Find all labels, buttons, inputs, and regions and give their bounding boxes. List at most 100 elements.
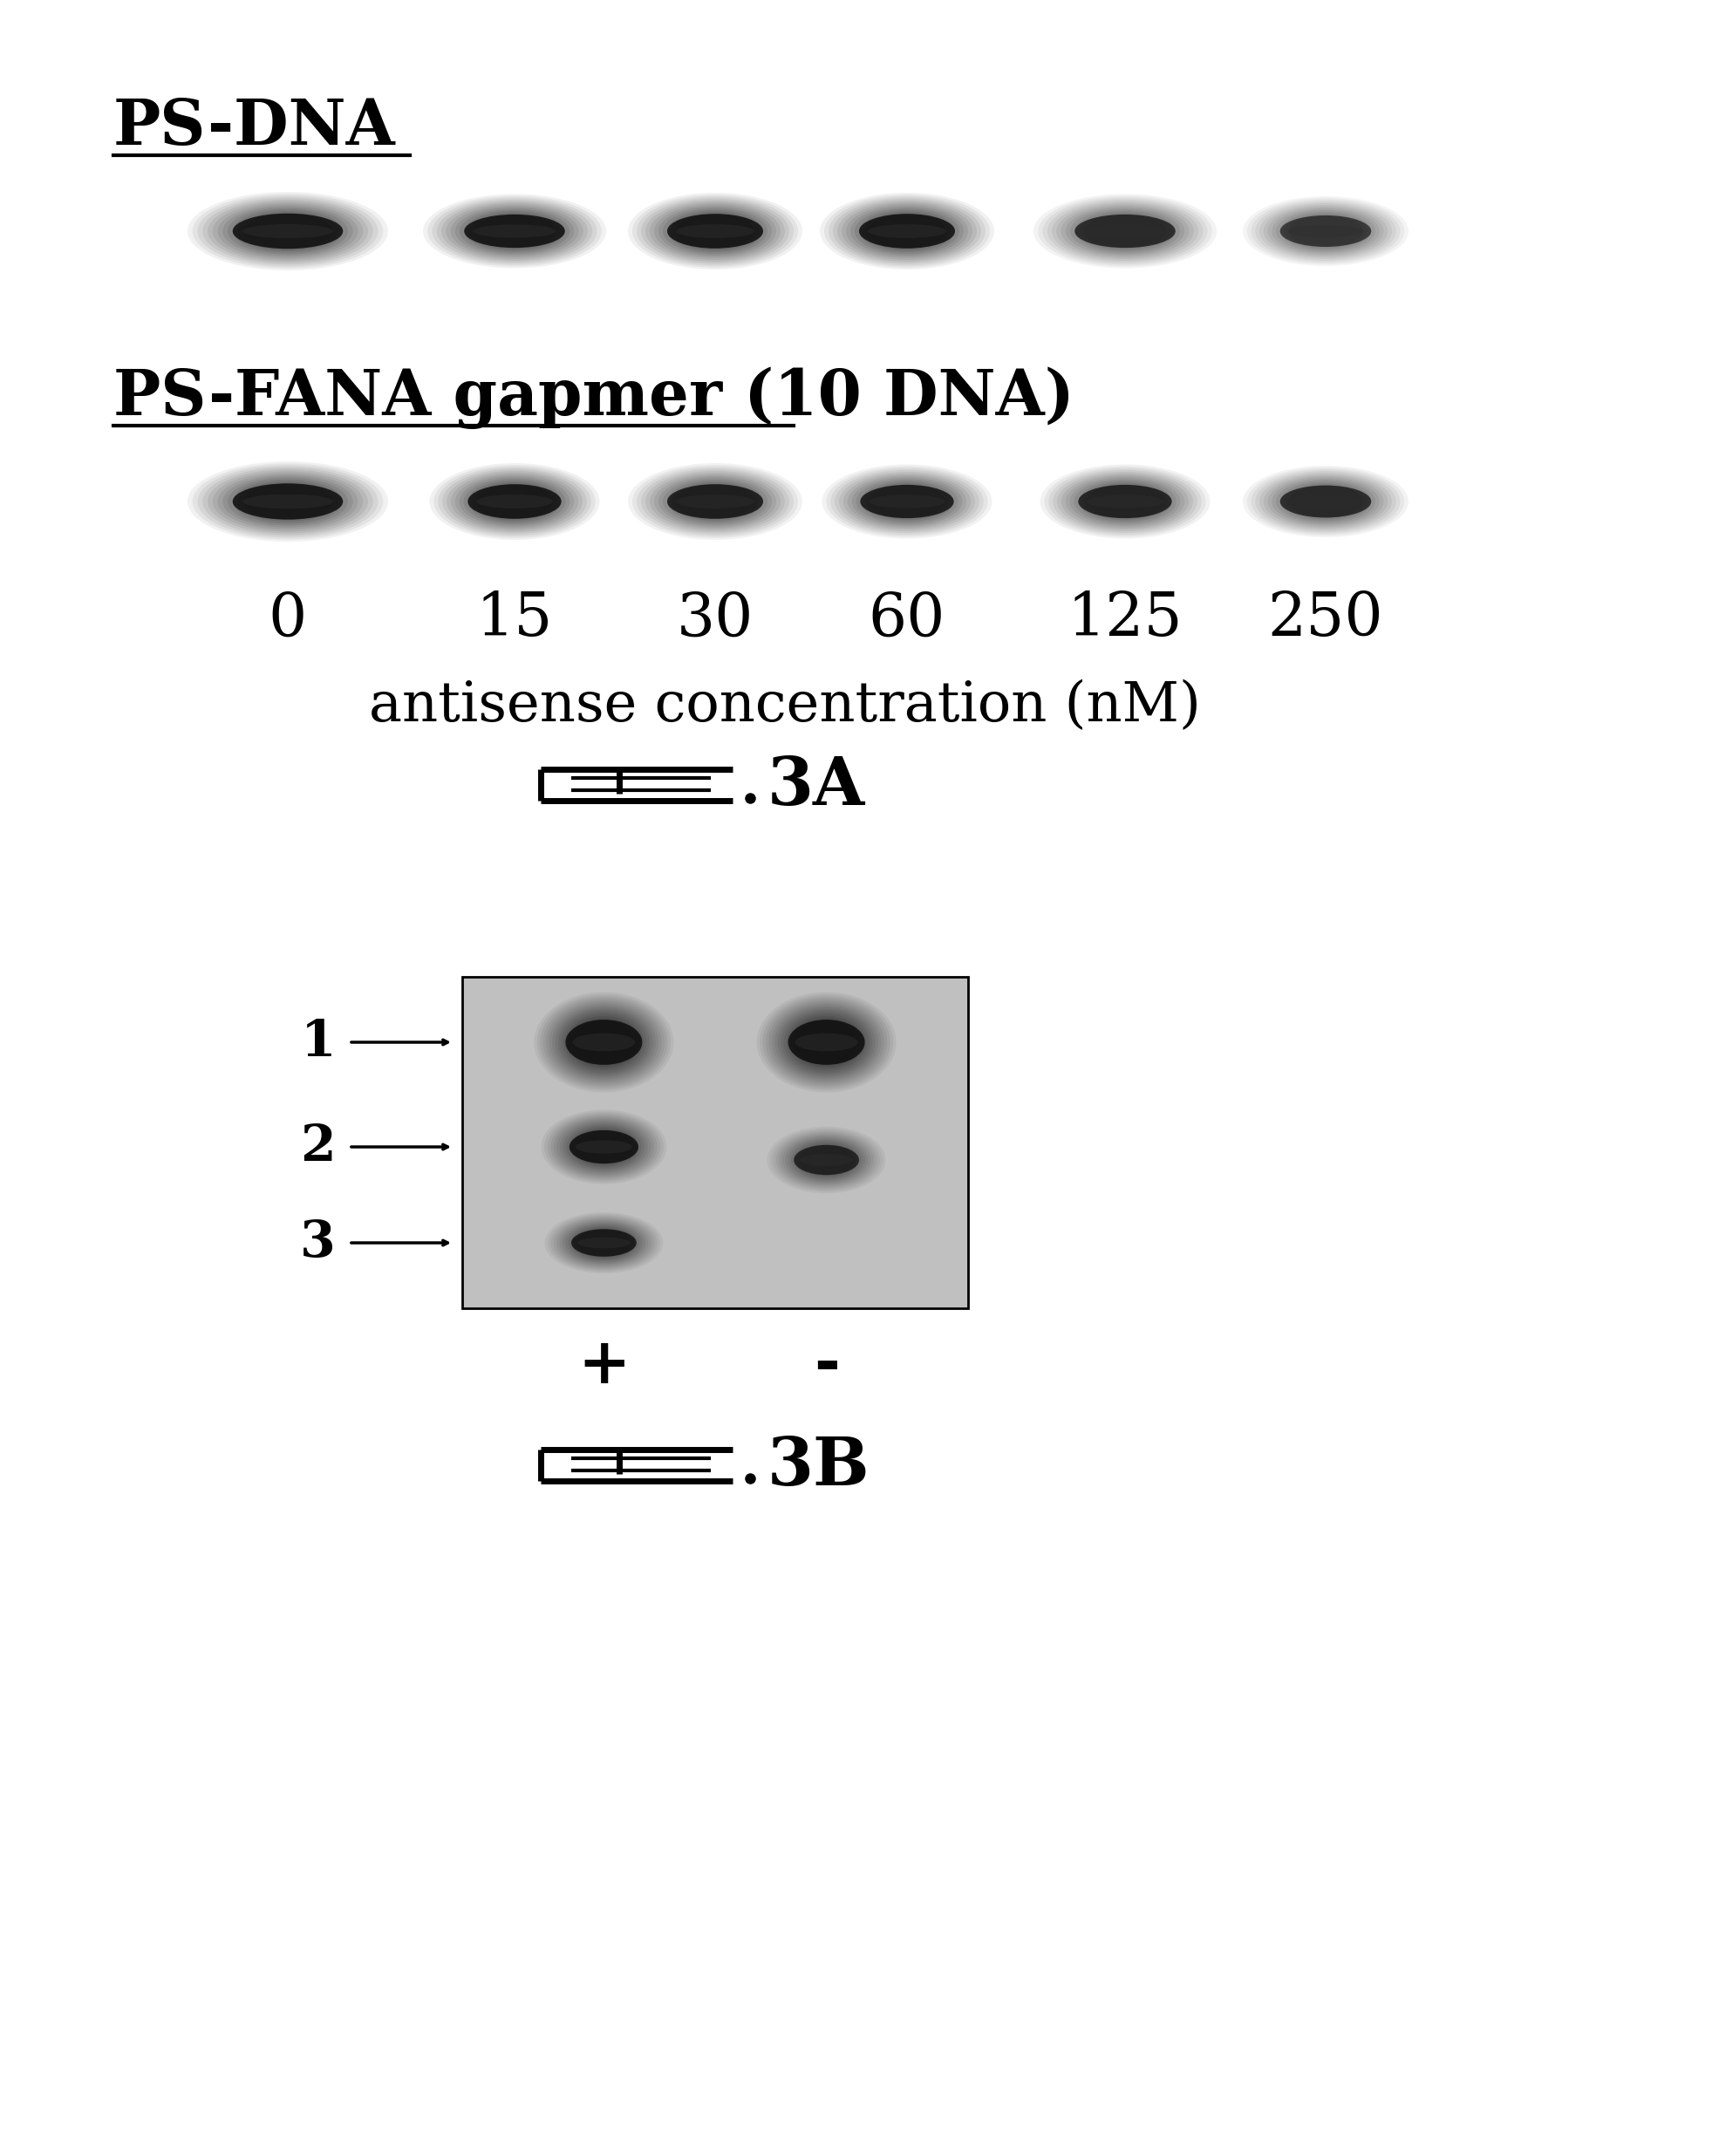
Ellipse shape	[476, 494, 553, 509]
Ellipse shape	[548, 1214, 661, 1272]
Ellipse shape	[868, 224, 947, 237]
Ellipse shape	[574, 1020, 635, 1065]
Ellipse shape	[839, 472, 976, 530]
Ellipse shape	[1260, 203, 1392, 259]
Text: 15: 15	[476, 591, 553, 649]
Text: 60: 60	[868, 591, 945, 649]
Ellipse shape	[223, 205, 353, 257]
Ellipse shape	[1034, 194, 1217, 267]
Ellipse shape	[788, 1020, 865, 1065]
Ellipse shape	[238, 481, 337, 522]
Ellipse shape	[233, 483, 342, 520]
Ellipse shape	[834, 198, 981, 263]
Ellipse shape	[1281, 485, 1371, 517]
Ellipse shape	[544, 1212, 663, 1274]
Ellipse shape	[1079, 485, 1171, 517]
Ellipse shape	[777, 1007, 875, 1078]
Ellipse shape	[835, 470, 979, 533]
Ellipse shape	[570, 1018, 639, 1067]
Ellipse shape	[217, 474, 358, 530]
Ellipse shape	[856, 479, 959, 524]
Ellipse shape	[442, 468, 587, 535]
Ellipse shape	[859, 481, 954, 522]
Ellipse shape	[568, 1225, 640, 1261]
Ellipse shape	[1048, 201, 1204, 263]
Ellipse shape	[668, 213, 764, 248]
Ellipse shape	[668, 209, 764, 252]
Ellipse shape	[827, 466, 988, 537]
Ellipse shape	[1087, 496, 1164, 509]
Ellipse shape	[197, 196, 378, 267]
Ellipse shape	[844, 474, 971, 528]
Ellipse shape	[1284, 213, 1368, 248]
Ellipse shape	[233, 479, 342, 524]
Text: 0: 0	[269, 591, 306, 649]
Ellipse shape	[1289, 224, 1363, 237]
Ellipse shape	[455, 474, 574, 528]
Ellipse shape	[1087, 485, 1164, 517]
Ellipse shape	[859, 213, 955, 248]
Ellipse shape	[223, 476, 353, 528]
Ellipse shape	[782, 1134, 871, 1186]
Ellipse shape	[188, 192, 389, 270]
Ellipse shape	[1263, 474, 1388, 528]
Ellipse shape	[1079, 213, 1171, 250]
Ellipse shape	[551, 1115, 657, 1179]
Ellipse shape	[1246, 198, 1404, 265]
Ellipse shape	[651, 472, 781, 530]
Ellipse shape	[847, 476, 967, 528]
Text: 3B: 3B	[767, 1434, 870, 1498]
Ellipse shape	[476, 485, 553, 520]
Ellipse shape	[654, 205, 776, 259]
Ellipse shape	[791, 1141, 863, 1179]
Ellipse shape	[868, 496, 945, 509]
Ellipse shape	[551, 1216, 657, 1270]
Ellipse shape	[1053, 470, 1197, 533]
Ellipse shape	[1070, 476, 1180, 526]
Ellipse shape	[202, 468, 373, 535]
Ellipse shape	[830, 468, 984, 535]
Ellipse shape	[762, 996, 890, 1089]
Ellipse shape	[577, 1229, 630, 1257]
Ellipse shape	[445, 203, 584, 259]
Ellipse shape	[1251, 470, 1400, 535]
Ellipse shape	[423, 194, 606, 267]
Ellipse shape	[854, 209, 959, 254]
Ellipse shape	[538, 994, 671, 1091]
Ellipse shape	[450, 205, 579, 257]
Text: 30: 30	[676, 591, 753, 649]
Ellipse shape	[637, 468, 794, 537]
Ellipse shape	[794, 1145, 859, 1175]
Ellipse shape	[637, 196, 794, 265]
Ellipse shape	[1070, 209, 1180, 254]
Ellipse shape	[473, 224, 556, 237]
Ellipse shape	[459, 476, 570, 526]
Ellipse shape	[640, 468, 789, 535]
Ellipse shape	[543, 998, 664, 1087]
Ellipse shape	[430, 464, 599, 539]
Ellipse shape	[1056, 472, 1193, 530]
Ellipse shape	[572, 1227, 637, 1259]
Ellipse shape	[233, 209, 342, 252]
Ellipse shape	[767, 1128, 885, 1192]
Ellipse shape	[789, 1015, 863, 1069]
Ellipse shape	[467, 485, 562, 520]
Ellipse shape	[1289, 216, 1363, 246]
Ellipse shape	[842, 203, 972, 261]
Ellipse shape	[1084, 213, 1166, 248]
Ellipse shape	[207, 470, 368, 533]
Ellipse shape	[207, 201, 368, 263]
Ellipse shape	[1051, 201, 1198, 261]
Ellipse shape	[1043, 198, 1207, 265]
Ellipse shape	[555, 1007, 652, 1078]
Text: 3A: 3A	[767, 755, 865, 819]
Ellipse shape	[243, 213, 332, 248]
Ellipse shape	[560, 1220, 649, 1266]
Ellipse shape	[868, 485, 945, 517]
Ellipse shape	[1263, 205, 1388, 257]
Ellipse shape	[467, 481, 562, 522]
Text: 1: 1	[300, 1018, 336, 1067]
Ellipse shape	[1275, 481, 1375, 524]
Ellipse shape	[228, 207, 348, 254]
Ellipse shape	[1251, 201, 1400, 263]
